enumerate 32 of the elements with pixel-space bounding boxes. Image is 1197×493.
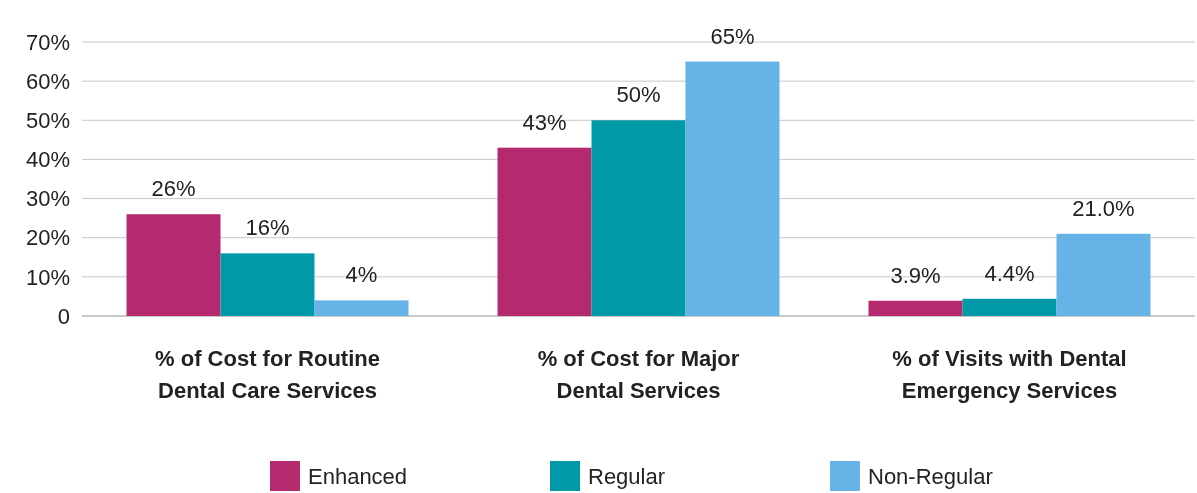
bar	[591, 120, 686, 316]
data-label: 43%	[522, 109, 567, 135]
y-tick-label: 20%	[25, 225, 70, 251]
bar	[126, 214, 221, 316]
y-tick-label: 50%	[25, 107, 70, 133]
y-tick-label: 0	[57, 303, 70, 329]
legend-label: Non-Regular	[868, 463, 993, 489]
data-label: 65%	[710, 23, 755, 49]
data-label: 3.9%	[890, 262, 941, 288]
legend-label: Regular	[588, 463, 666, 489]
bar	[314, 300, 409, 316]
y-tick-label: 40%	[25, 147, 70, 173]
data-label: 21.0%	[1072, 195, 1135, 221]
bar	[497, 147, 592, 316]
bar	[685, 61, 780, 316]
y-tick-label: 70%	[25, 29, 70, 55]
y-tick-label: 60%	[25, 68, 70, 94]
bar	[1056, 233, 1151, 316]
bar	[868, 300, 963, 316]
data-label: 16%	[245, 215, 290, 241]
x-tick-label: % of Visits with Dental Emergency Services	[892, 346, 1127, 403]
legend-label: Enhanced	[308, 463, 408, 489]
y-tick-label: 30%	[25, 186, 70, 212]
data-label: 4%	[345, 262, 378, 288]
bar	[220, 253, 315, 316]
data-label: 50%	[616, 82, 661, 108]
x-tick-label: % of Cost for Routine Dental Care Services	[155, 346, 380, 403]
data-label: 26%	[151, 176, 196, 202]
y-tick-label: 10%	[25, 264, 70, 290]
data-label: 4.4%	[984, 260, 1035, 286]
bar	[962, 298, 1057, 316]
x-tick-label: % of Cost for Major Dental Services	[537, 346, 740, 403]
